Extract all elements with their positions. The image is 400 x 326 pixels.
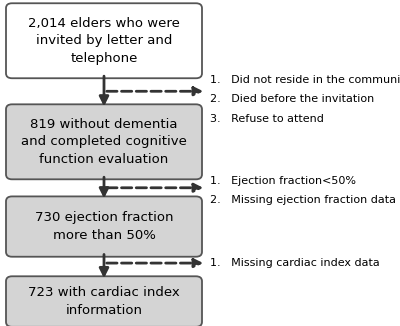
Text: 819 without dementia
and completed cognitive
function evaluation: 819 without dementia and completed cogni… [21, 118, 187, 166]
Text: 1.   Did not reside in the community: 1. Did not reside in the community [210, 75, 400, 85]
Text: 2.   Died before the invitation: 2. Died before the invitation [210, 95, 374, 104]
FancyBboxPatch shape [6, 196, 202, 257]
FancyBboxPatch shape [6, 3, 202, 78]
Text: 2.   Missing ejection fraction data: 2. Missing ejection fraction data [210, 195, 396, 205]
Text: 1.   Ejection fraction<50%: 1. Ejection fraction<50% [210, 176, 356, 186]
FancyBboxPatch shape [6, 104, 202, 179]
Text: 1.   Missing cardiac index data: 1. Missing cardiac index data [210, 258, 380, 268]
FancyBboxPatch shape [6, 276, 202, 326]
Text: 3.   Refuse to attend: 3. Refuse to attend [210, 114, 324, 124]
Text: 730 ejection fraction
more than 50%: 730 ejection fraction more than 50% [35, 211, 173, 242]
Text: 723 with cardiac index
information: 723 with cardiac index information [28, 286, 180, 317]
Text: 2,014 elders who were
invited by letter and
telephone: 2,014 elders who were invited by letter … [28, 17, 180, 65]
